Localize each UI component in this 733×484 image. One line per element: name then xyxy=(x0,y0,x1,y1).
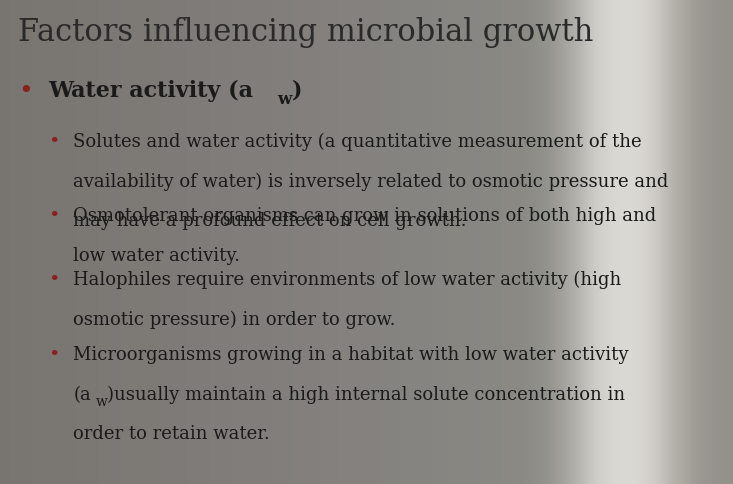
Text: w: w xyxy=(277,91,291,107)
Text: may have a profound effect on cell growth.: may have a profound effect on cell growt… xyxy=(73,212,467,230)
Text: availability of water) is inversely related to osmotic pressure and: availability of water) is inversely rela… xyxy=(73,173,668,191)
Text: Solutes and water activity (a quantitative measurement of the: Solutes and water activity (a quantitati… xyxy=(73,133,642,151)
Text: •: • xyxy=(18,80,33,103)
Text: •: • xyxy=(48,346,59,364)
Text: w: w xyxy=(96,395,108,409)
Text: osmotic pressure) in order to grow.: osmotic pressure) in order to grow. xyxy=(73,311,396,329)
Text: Factors influencing microbial growth: Factors influencing microbial growth xyxy=(18,17,594,48)
Text: ): ) xyxy=(292,80,302,102)
Text: low water activity.: low water activity. xyxy=(73,247,240,265)
Text: Osmotolerant organisms can grow in solutions of both high and: Osmotolerant organisms can grow in solut… xyxy=(73,207,657,225)
Text: Halophiles require environments of low water activity (high: Halophiles require environments of low w… xyxy=(73,271,622,289)
Text: •: • xyxy=(48,207,59,225)
Text: •: • xyxy=(48,133,59,151)
Text: Water activity (a: Water activity (a xyxy=(48,80,253,102)
Text: •: • xyxy=(48,271,59,289)
Text: order to retain water.: order to retain water. xyxy=(73,425,270,443)
Text: )usually maintain a high internal solute concentration in: )usually maintain a high internal solute… xyxy=(107,386,625,404)
Text: Microorganisms growing in a habitat with low water activity: Microorganisms growing in a habitat with… xyxy=(73,346,629,364)
Text: (a: (a xyxy=(73,386,91,404)
